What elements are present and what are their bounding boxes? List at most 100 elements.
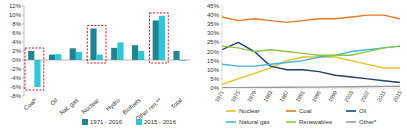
x-tick [302, 88, 303, 90]
line [222, 46, 400, 55]
highlight-box [87, 26, 106, 64]
y-tick [22, 60, 24, 61]
legend-label: Other* [359, 119, 377, 125]
legend-swatch [226, 110, 236, 112]
y-tick [22, 96, 24, 97]
line [222, 86, 400, 87]
x-tick [383, 88, 384, 90]
y-tick-label: 35% [207, 21, 220, 27]
bar [49, 55, 55, 60]
x-tick-label: Oil [49, 97, 58, 106]
y-tick [220, 78, 222, 79]
x-tick-label: 1987 [278, 90, 289, 104]
x-tick-label: 2015 [392, 90, 403, 104]
y-tick [220, 42, 222, 43]
y-tick [220, 69, 222, 70]
y-tick [22, 24, 24, 25]
legend-swatch [136, 119, 142, 125]
x-tick-label: Nat. gas [59, 97, 80, 116]
y-tick [22, 51, 24, 52]
x-tick-label: 1991 [294, 90, 305, 104]
y-tick-label: 15% [207, 58, 220, 64]
y-tick [22, 78, 24, 79]
bar [34, 60, 40, 87]
highlight-box [150, 13, 169, 63]
legend-label: Nuclear [239, 108, 260, 114]
x-tick [222, 88, 223, 90]
y-tick-label: 0% [12, 57, 21, 63]
line [222, 46, 400, 66]
y-tick [220, 24, 222, 25]
legend-swatch [346, 121, 356, 123]
y-axis [222, 6, 223, 88]
bar [90, 29, 96, 61]
x-tick-label: Total [170, 97, 184, 110]
y-tick-label: 10% [9, 12, 22, 18]
y-tick-label: 5% [210, 76, 219, 82]
y-tick-label: -6% [10, 84, 21, 90]
legend-label: 2015 - 2016 [144, 119, 177, 125]
bar [138, 51, 144, 60]
legend-label: Coal [299, 108, 311, 114]
bar [28, 51, 34, 60]
y-tick [22, 33, 24, 34]
bar [97, 55, 103, 60]
x-tick-label: 1995 [311, 90, 322, 104]
y-tick-label: 12% [9, 3, 22, 9]
bar [70, 48, 76, 60]
x-tick [351, 88, 352, 90]
y-tick [22, 87, 24, 88]
legend-label: 1971 - 2016 [90, 119, 123, 125]
x-tick [335, 88, 336, 90]
x-tick [270, 88, 271, 90]
highlight-box [25, 48, 44, 90]
y-tick [220, 88, 222, 89]
y-tick-label: 25% [207, 39, 220, 45]
lines [222, 15, 400, 88]
y-tick-label: -2% [10, 66, 21, 72]
legend-label: Oil [359, 108, 366, 114]
line-chart: 0%5%10%15%20%25%30%35%40%45%197119751979… [207, 3, 403, 125]
x-tick-label: Coal* [23, 97, 39, 111]
y-tick-label: 4% [12, 39, 21, 45]
y-tick [22, 15, 24, 16]
y-tick-label: 30% [207, 30, 220, 36]
x-tick-label: 1999 [327, 90, 338, 104]
y-tick [220, 51, 222, 52]
bar [153, 20, 159, 60]
x-tick [319, 88, 320, 90]
x-tick-label: Nuclear [81, 97, 101, 115]
y-tick-label: 6% [12, 30, 21, 36]
legend-swatch [286, 110, 296, 112]
legend-label: Natural gas [239, 119, 270, 125]
bar [76, 52, 82, 60]
bar-chart: -8%-6%-4%-2%0%2%4%6%8%10%12%Coal*OilNat.… [9, 3, 190, 125]
figure: -8%-6%-4%-2%0%2%4%6%8%10%12%Coal*OilNat.… [0, 0, 407, 130]
legend-swatch [82, 119, 88, 125]
y-tick [22, 42, 24, 43]
x-tick-label: 1983 [262, 90, 273, 104]
bar [111, 48, 117, 60]
y-tick [220, 60, 222, 61]
y-tick-label: 10% [207, 67, 220, 73]
x-tick-label: 2011 [376, 90, 387, 103]
line [222, 42, 400, 82]
y-tick [220, 33, 222, 34]
y-tick [220, 15, 222, 16]
x-tick [286, 88, 287, 90]
x-tick-label: 1975 [230, 90, 241, 104]
y-tick-label: 8% [12, 21, 21, 27]
y-tick-label: 45% [207, 3, 220, 9]
bar [55, 54, 61, 60]
x-tick [400, 88, 401, 90]
x-tick [367, 88, 368, 90]
x-tick-label: 2003 [343, 90, 354, 104]
bar [132, 45, 138, 60]
bar [173, 51, 179, 60]
x-tick [238, 88, 239, 90]
x-tick-label: 1971 [214, 90, 225, 104]
bar [159, 16, 165, 60]
y-tick-label: 20% [207, 49, 220, 55]
y-tick-label: -4% [10, 75, 21, 81]
x-tick [254, 88, 255, 90]
